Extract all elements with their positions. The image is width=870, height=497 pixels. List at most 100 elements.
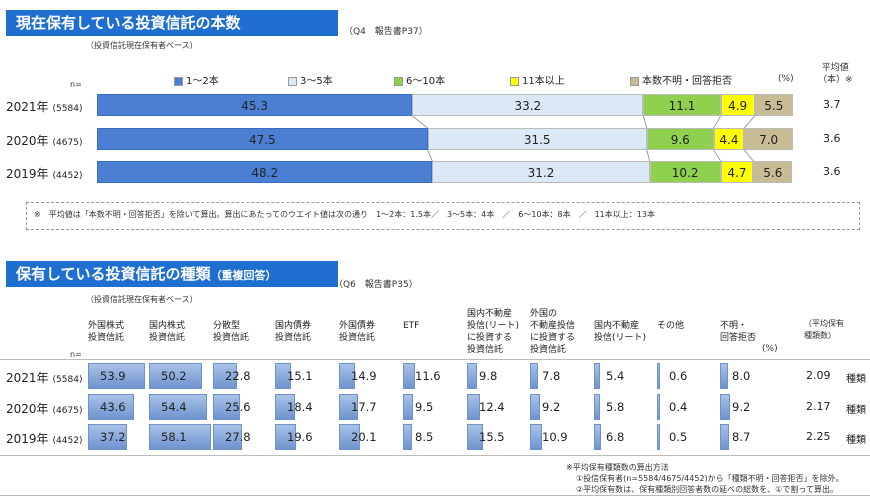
cell-value: 22.8 [225, 369, 251, 383]
value-bar [339, 394, 358, 420]
column-header-line: 分散型 [213, 321, 241, 331]
average-count: 2.25 [806, 430, 831, 443]
cell-value: 6.8 [606, 430, 625, 444]
year-label: 2020年 [6, 402, 49, 416]
cell-value: 15.5 [479, 430, 505, 444]
legend-swatch [288, 76, 297, 86]
legend-swatch [394, 76, 403, 86]
cell-value: 12.4 [479, 400, 505, 414]
bar-segment: 10.2 [649, 161, 721, 183]
column-header-line: 投資信託 [339, 333, 376, 343]
row-label: 2019年 (4452) [6, 165, 82, 182]
column-header: 国内不動産 投信(リート) に投資する 投資信託 [467, 308, 529, 356]
cell-value: 18.4 [287, 400, 313, 414]
section1-pct-label: (%) [778, 74, 794, 84]
value-bar [594, 394, 601, 420]
year-label: 2021年 [6, 371, 49, 385]
legend-label: 11本以上 [522, 76, 565, 87]
connector-line [427, 149, 433, 162]
value-bar [720, 363, 729, 389]
column-header-line: 投資信託 [213, 333, 250, 343]
column-header: 国内債券 投資信託 [275, 320, 337, 344]
cell-value: 19.6 [287, 430, 313, 444]
average-value: 3.6 [823, 132, 841, 145]
bar-segment: 47.5 [97, 128, 428, 150]
value-bar [339, 424, 361, 450]
cell-value: 53.9 [100, 369, 126, 383]
table-divider [0, 455, 870, 456]
cell-value: 10.9 [542, 430, 568, 444]
bar-segment: 31.2 [432, 161, 650, 183]
value-bar [467, 363, 478, 389]
unit-label: 種類 [846, 374, 866, 385]
column-header-line: 外国株式 [88, 321, 125, 331]
bar-segment: 7.0 [744, 128, 793, 150]
column-header: 国内不動産 投信(リート) [594, 320, 656, 344]
cell-value: 7.8 [542, 369, 561, 383]
section1-base: （投資信託現在保有者ベース） [86, 41, 198, 50]
connector-line [643, 115, 648, 129]
column-header-line: 投資信託 [275, 333, 312, 343]
value-bar [530, 363, 539, 389]
cell-value: 5.8 [606, 400, 625, 414]
bar-segment: 9.6 [646, 128, 714, 150]
cell-value: 0.5 [669, 430, 688, 444]
column-header-line: 投資信託 [88, 333, 125, 343]
legend-label: 3～5本 [300, 76, 333, 87]
cell-value: 27.8 [225, 430, 251, 444]
value-bar [88, 363, 146, 389]
section2-ref: （Q6 報告書P35） [334, 280, 418, 290]
value-bar [275, 394, 295, 420]
bar-segment: 4.4 [713, 128, 745, 150]
column-header: 外国株式 投資信託 [88, 320, 150, 344]
bar-segment: 4.7 [720, 161, 754, 183]
column-header-line: 外国債券 [339, 321, 376, 331]
value-bar [149, 394, 207, 420]
legend-swatch [510, 76, 519, 86]
column-header-line: に投資する [530, 333, 576, 343]
value-bar [403, 394, 414, 420]
year-label: 2021年 [6, 100, 49, 114]
column-header-line: 国内株式 [149, 321, 186, 331]
year-label: 2020年 [6, 134, 49, 148]
average-count: 2.09 [806, 369, 831, 382]
legend-item: 本数不明・回答拒否 [630, 72, 732, 87]
unit-label: 種類 [846, 435, 866, 446]
value-bar [530, 394, 540, 420]
value-bar [275, 363, 291, 389]
legend-item: 1～2本 [174, 72, 219, 87]
section2-n-label: n= [70, 350, 82, 359]
note1: ※ 平均値は「本数不明・回答拒否」を除いて算出。算出にあたってのウエイト値は次の… [34, 210, 655, 219]
cell-value: 54.4 [161, 400, 187, 414]
n-value: (4675) [52, 406, 83, 416]
cell-value: 9.5 [415, 400, 434, 414]
legend-swatch [630, 76, 639, 86]
column-header-line: に投資する [467, 333, 513, 343]
row-label: 2021年 (5584) [6, 369, 82, 386]
cell-value: 14.9 [351, 369, 377, 383]
row-label: 2020年 (4675) [6, 132, 82, 149]
column-header-line: 投資信託 [530, 345, 567, 355]
connector-line [744, 115, 755, 129]
column-header: 外国の 不動産投信 に投資する 投資信託 [530, 308, 592, 356]
cell-value: 0.6 [669, 369, 688, 383]
cell-value: 9.8 [479, 369, 498, 383]
column-header-line: 投信(リート) [467, 321, 520, 331]
average-value: 3.6 [823, 165, 841, 178]
value-bar [88, 394, 135, 420]
footnote-title: ※平均保有種類数の算出方法 [566, 463, 669, 472]
legend-swatch [174, 76, 183, 86]
column-header-line: ETF [403, 321, 420, 331]
bar-segment: 31.5 [427, 128, 647, 150]
column-header-line: 回答拒否 [720, 333, 757, 343]
cell-value: 50.2 [161, 369, 187, 383]
value-bar [467, 394, 481, 420]
value-bar [213, 424, 243, 450]
connector-line [713, 115, 721, 129]
section1-avg-header: 平均値 （本）※ [818, 63, 853, 85]
column-header-line: 投信(リート) [594, 333, 647, 343]
value-bar [339, 363, 355, 389]
cell-value: 20.1 [351, 430, 377, 444]
column-header-line: 投資信託 [467, 345, 504, 355]
section2-title: 保有している投資信託の種類（重複回答） [6, 261, 338, 287]
